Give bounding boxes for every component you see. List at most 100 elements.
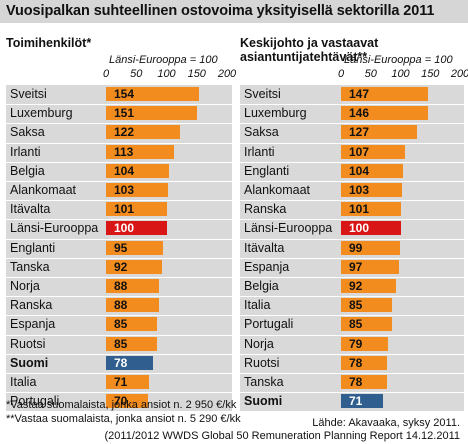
- category-label: Ranska: [10, 298, 53, 313]
- bar-value-label: 92: [114, 259, 128, 274]
- bar-row: Alankomaat 103: [240, 181, 464, 200]
- bar-value-label: 100: [349, 221, 370, 236]
- row-separator: [6, 142, 232, 144]
- bar-value-label: 97: [349, 259, 363, 274]
- bar-row: Irlanti 107: [240, 143, 464, 162]
- row-separator: [6, 200, 232, 202]
- panel-title: Toimihenkilöt*: [6, 36, 92, 50]
- bar: [341, 144, 405, 159]
- tick-label: 50: [130, 68, 143, 80]
- category-label: Portugali: [244, 317, 294, 332]
- bar-value-label: 88: [114, 279, 128, 293]
- category-label: Belgia: [244, 279, 279, 293]
- row-separator: [240, 123, 464, 125]
- bar-row: Irlanti 113: [6, 143, 232, 162]
- bar-value-label: 154: [114, 87, 135, 101]
- bar-value-label: 101: [114, 202, 135, 217]
- bar-row: Portugali 85: [240, 315, 464, 334]
- bar-value-label: 151: [114, 106, 135, 121]
- category-label: Saksa: [10, 125, 45, 140]
- bar-row: Itävalta 99: [240, 239, 464, 258]
- bar-row: Englanti 104: [240, 162, 464, 181]
- row-separator: [240, 296, 464, 298]
- bar-row: Espanja 85: [6, 315, 232, 334]
- bar: [341, 317, 392, 332]
- row-separator: [240, 353, 464, 355]
- bar: [106, 221, 167, 236]
- bar-row: Sveitsi 147: [240, 85, 464, 104]
- bar-value-label: 85: [349, 298, 363, 313]
- bar-value-label: 78: [349, 375, 363, 389]
- bar-value-label: 85: [349, 317, 363, 332]
- bar-value-label: 107: [349, 144, 370, 159]
- row-separator: [6, 392, 232, 394]
- category-label: Englanti: [244, 163, 290, 178]
- bar: [341, 183, 403, 197]
- row-separator: [6, 257, 232, 259]
- row-separator: [6, 123, 232, 125]
- category-label: Itävalta: [244, 240, 285, 255]
- row-separator: [240, 315, 464, 317]
- category-label: Belgia: [10, 163, 45, 178]
- bar-value-label: 88: [114, 298, 128, 313]
- tick-label: 150: [187, 68, 206, 80]
- bar: [106, 394, 149, 409]
- bar: [106, 163, 169, 178]
- row-separator: [240, 277, 464, 278]
- bar-row: Tanska 92: [6, 258, 232, 277]
- category-label: Ruotsi: [244, 355, 280, 370]
- title-bar: [0, 0, 468, 23]
- bar: [341, 106, 428, 121]
- category-label: Ruotsi: [10, 336, 46, 351]
- bar-value-label: 113: [114, 144, 134, 159]
- category-label: Ranska: [244, 202, 287, 217]
- bar-value-label: 99: [349, 240, 363, 255]
- category-label: Espanja: [10, 317, 56, 332]
- category-label: Italia: [244, 298, 271, 313]
- bar: [341, 259, 399, 274]
- bar-value-label: 71: [114, 375, 128, 389]
- row-separator: [240, 200, 464, 202]
- bar-row: Espanja 97: [240, 258, 464, 277]
- bar: [341, 279, 396, 293]
- row-separator: [240, 142, 464, 144]
- bar-row: Belgia 92: [240, 277, 464, 296]
- source-line-1: Lähde: Akavaaka, syksy 2011.: [312, 417, 460, 429]
- bar: [341, 336, 388, 351]
- bar: [106, 183, 169, 197]
- bar-value-label: 92: [349, 279, 363, 293]
- bar: [341, 375, 388, 389]
- footnote-1: *Vastaa suomalaista, jonka ansiot n. 2 9…: [6, 399, 237, 411]
- row-separator: [240, 373, 464, 374]
- row-separator: [240, 219, 464, 221]
- chart-title: Vuosipalkan suhteellinen ostovoima yksit…: [6, 3, 435, 19]
- category-label: Portugali: [10, 394, 60, 409]
- bar-row: Suomi 78: [6, 354, 232, 373]
- bar-value-label: 95: [114, 240, 128, 255]
- bar: [106, 259, 162, 274]
- category-label: Norja: [10, 279, 40, 293]
- bar: [106, 375, 149, 389]
- tick-label: 100: [157, 68, 176, 80]
- tick-label: 50: [364, 68, 377, 80]
- bar: [341, 355, 388, 370]
- category-label: Itävalta: [10, 202, 51, 217]
- footnote-2: **Vastaa suomalaista, jonka ansiot n. 5 …: [6, 413, 241, 425]
- bar-value-label: 146: [349, 106, 370, 121]
- footnotes: *Vastaa suomalaista, jonka ansiot n. 2 9…: [6, 398, 241, 426]
- tick-label: 200: [217, 68, 237, 80]
- category-label: Tanska: [10, 259, 50, 274]
- row-separator: [240, 238, 464, 240]
- category-label: Alankomaat: [10, 183, 77, 197]
- category-label: Tanska: [244, 375, 284, 389]
- bar: [341, 221, 401, 236]
- row-separator: [6, 334, 232, 336]
- bar: [341, 87, 429, 101]
- bar-row: Italia 85: [240, 296, 464, 315]
- bar-value-label: 78: [114, 355, 128, 370]
- bar: [341, 240, 400, 255]
- bar-row: Itävalta 101: [6, 200, 232, 219]
- row-separator: [6, 296, 232, 298]
- row-separator: [6, 161, 232, 163]
- bar: [106, 279, 160, 293]
